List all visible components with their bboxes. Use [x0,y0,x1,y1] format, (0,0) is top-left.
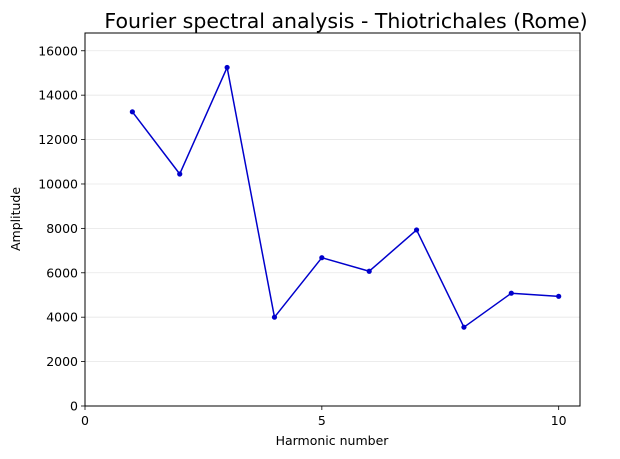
y-tick-label: 12000 [38,132,78,147]
x-tick-label: 10 [551,413,567,428]
y-axis-label: Amplitude [8,187,23,251]
y-tick-label: 14000 [38,88,78,103]
data-point [271,314,278,320]
y-tick-label: 4000 [46,310,78,325]
y-tick-label: 16000 [38,43,78,58]
data-point [413,227,420,233]
y-tick-label: 10000 [38,176,78,191]
data-point [224,64,230,71]
chart-title: Fourier spectral analysis - Thiotrichale… [104,9,587,33]
y-tick-label: 0 [70,399,78,414]
grid-lines [85,50,580,407]
series-line [131,66,559,328]
y-tick-label: 2000 [46,354,78,369]
plot-frame [84,32,581,407]
y-tick-label: 8000 [46,221,78,236]
data-point [319,255,325,261]
x-tick-label: 5 [318,413,326,428]
x-axis-label: Harmonic number [276,433,390,448]
data-point [129,109,135,115]
data-point [508,290,514,296]
data-point [177,171,183,177]
data-point [366,268,372,274]
x-axis-ticks: 0 5 10 [81,406,567,428]
y-axis-ticks: 0 2000 4000 6000 8000 10000 12000 14000 16000 [38,43,85,414]
series-layer [129,64,562,330]
x-tick-label: 0 [81,413,89,428]
y-tick-label: 6000 [46,265,78,280]
data-point [556,293,562,299]
data-point [461,324,467,330]
